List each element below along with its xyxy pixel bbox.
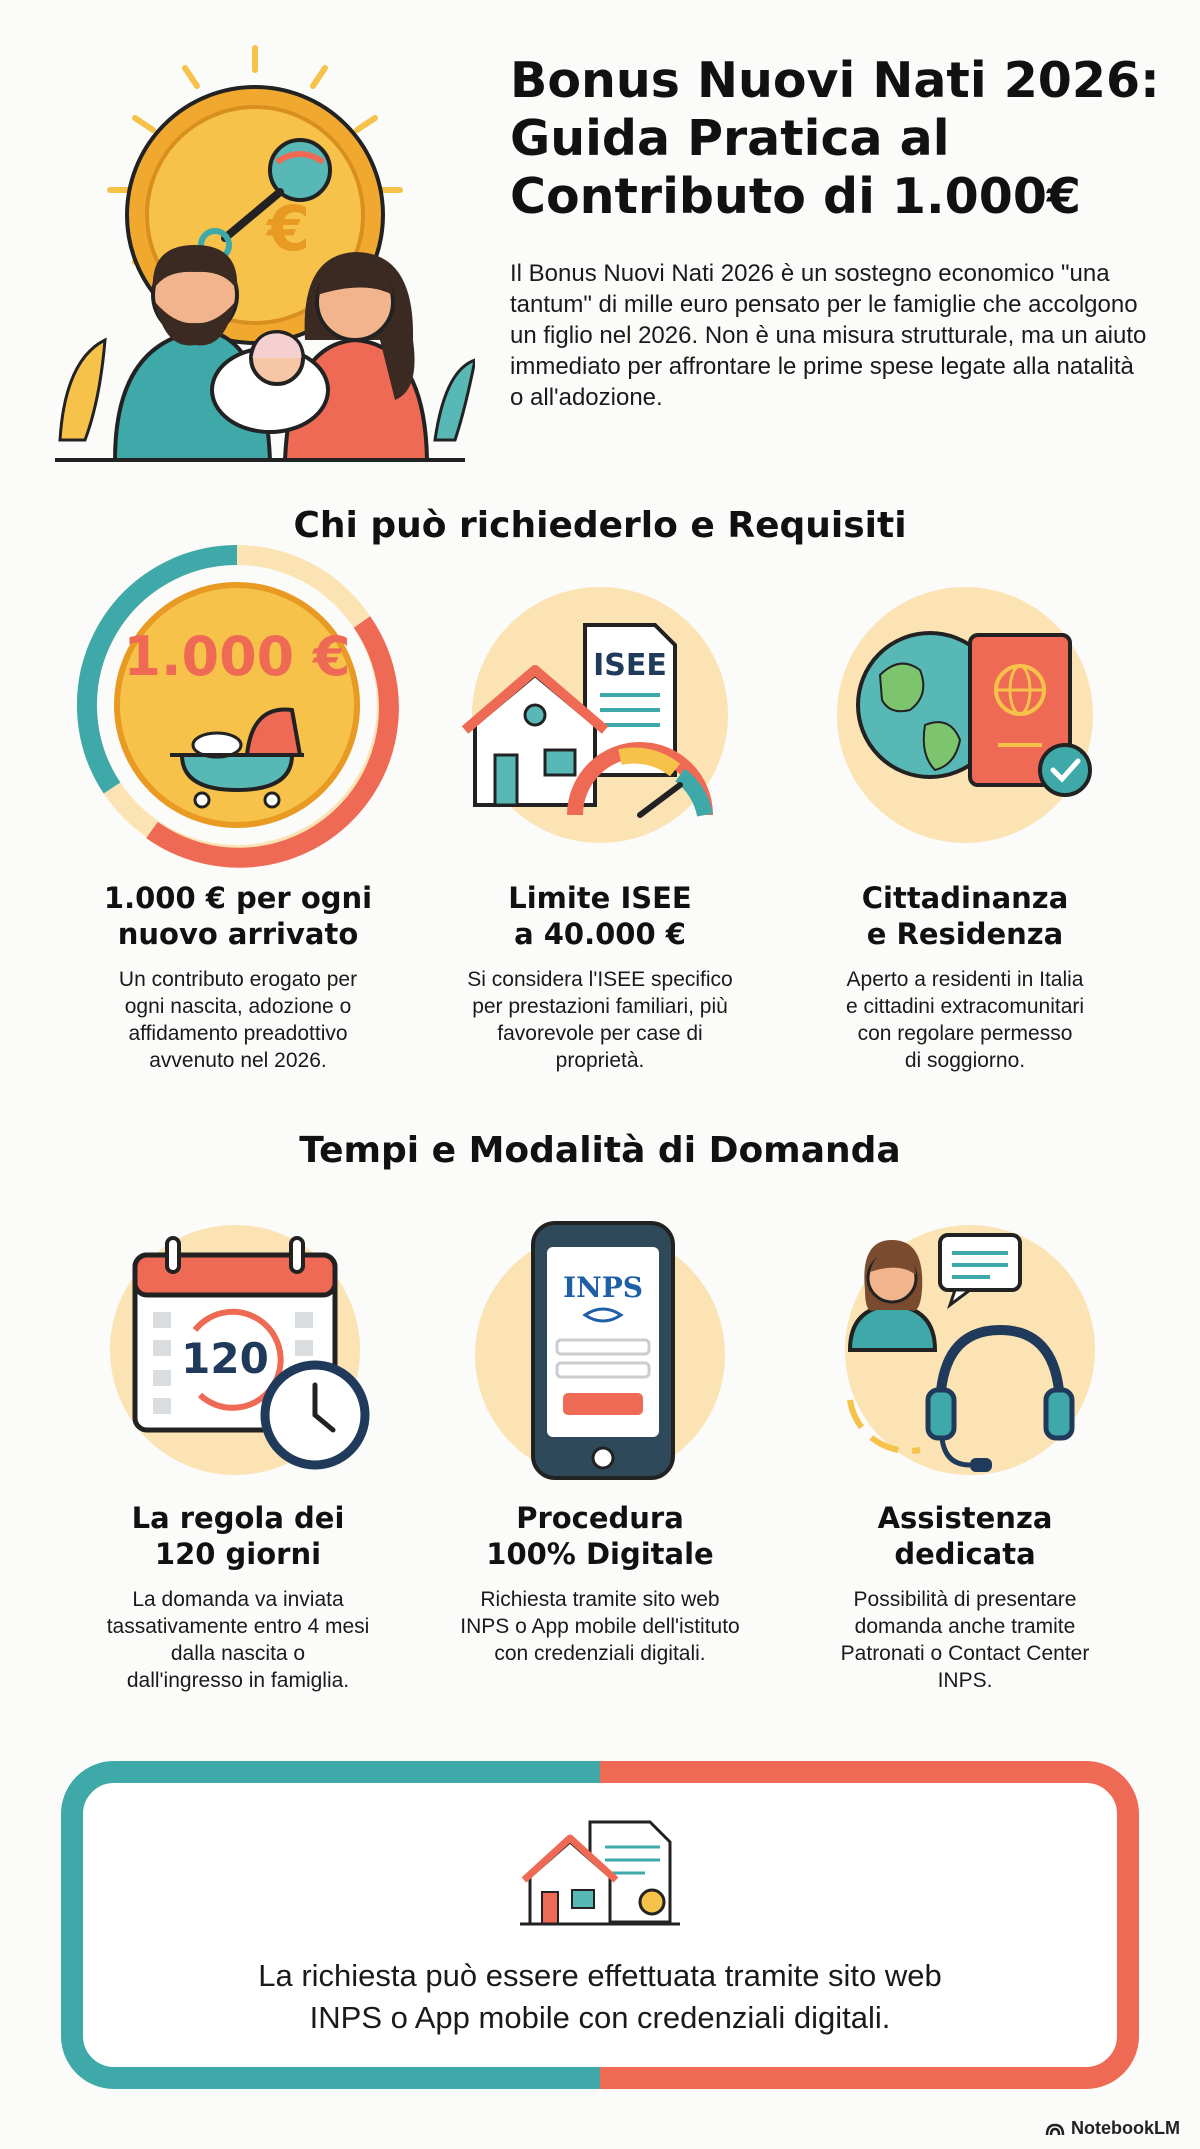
card-importo-text: Un contributo erogato per ogni nascita, … [118, 968, 358, 1072]
card-digitale: Procedura 100% Digitale Richiesta tramit… [430, 1500, 770, 1667]
globe-passport-icon [837, 587, 1093, 843]
card-isee: Limite ISEE a 40.000 € Si considera l'IS… [430, 880, 770, 1074]
notebooklm-brand: NotebookLM [1045, 2118, 1180, 2139]
card-isee-title: Limite ISEE a 40.000 € [508, 881, 692, 951]
card-importo: 1.000 € per ogni nuovo arrivato Un contr… [68, 880, 408, 1074]
calendar-clock-icon: 120 [110, 1225, 370, 1475]
section-title-requisiti: Chi può richiederlo e Requisiti [293, 505, 907, 546]
family-coin-illustration: € [55, 45, 475, 462]
house-isee-gauge-icon: ISEE [461, 587, 728, 843]
card-120-giorni-text: La domanda va inviata tassativamente ent… [106, 1588, 370, 1692]
card-cittadinanza-title: Cittadinanza e Residenza [861, 881, 1069, 951]
inps-logo-label: INPS [563, 1271, 643, 1304]
card-120-giorni: La regola dei 120 giorni La domanda va i… [68, 1500, 408, 1694]
page-title: Bonus Nuovi Nati 2026: Guida Pratica al … [510, 52, 1160, 225]
card-120-giorni-title: La regola dei 120 giorni [131, 1501, 345, 1571]
svg-text:€: € [265, 192, 310, 265]
smartphone-icon: INPS [475, 1221, 725, 1480]
footer-callout-frame [61, 1761, 1139, 2089]
intro-paragraph: Il Bonus Nuovi Nati 2026 è un sostegno e… [510, 260, 1147, 411]
card-assistenza-title: Assistenza dedicata [877, 1501, 1053, 1571]
card-importo-title: 1.000 € per ogni nuovo arrivato [103, 881, 373, 951]
isee-doc-label: ISEE [593, 648, 667, 683]
card-cittadinanza: Cittadinanza e Residenza Aperto a reside… [795, 880, 1135, 1074]
calendar-days-label: 120 [181, 1334, 269, 1383]
card-digitale-text: Richiesta tramite sito web INPS o App mo… [460, 1588, 740, 1665]
notebooklm-logo-icon [1045, 2123, 1065, 2135]
footer-callout-text: La richiesta può essere effettuata trami… [258, 1958, 942, 2035]
card-assistenza-text: Possibilità di presentare domanda anche … [840, 1588, 1090, 1692]
coin-amount-label: 1.000 € [123, 625, 350, 688]
card-cittadinanza-text: Aperto a residenti in Italia e cittadini… [845, 968, 1085, 1072]
section-title-tempi: Tempi e Modalità di Domanda [299, 1130, 901, 1171]
brand-label: NotebookLM [1071, 2118, 1180, 2138]
card-digitale-title: Procedura 100% Digitale [486, 1501, 714, 1571]
headset-operator-icon [845, 1225, 1095, 1475]
card-assistenza: Assistenza dedicata Possibilità di prese… [795, 1500, 1135, 1694]
house-document-icon [520, 1820, 680, 1926]
card-isee-text: Si considera l'ISEE specifico per presta… [467, 968, 733, 1072]
coin-cradle-icon: 1.000 € [76, 545, 399, 868]
